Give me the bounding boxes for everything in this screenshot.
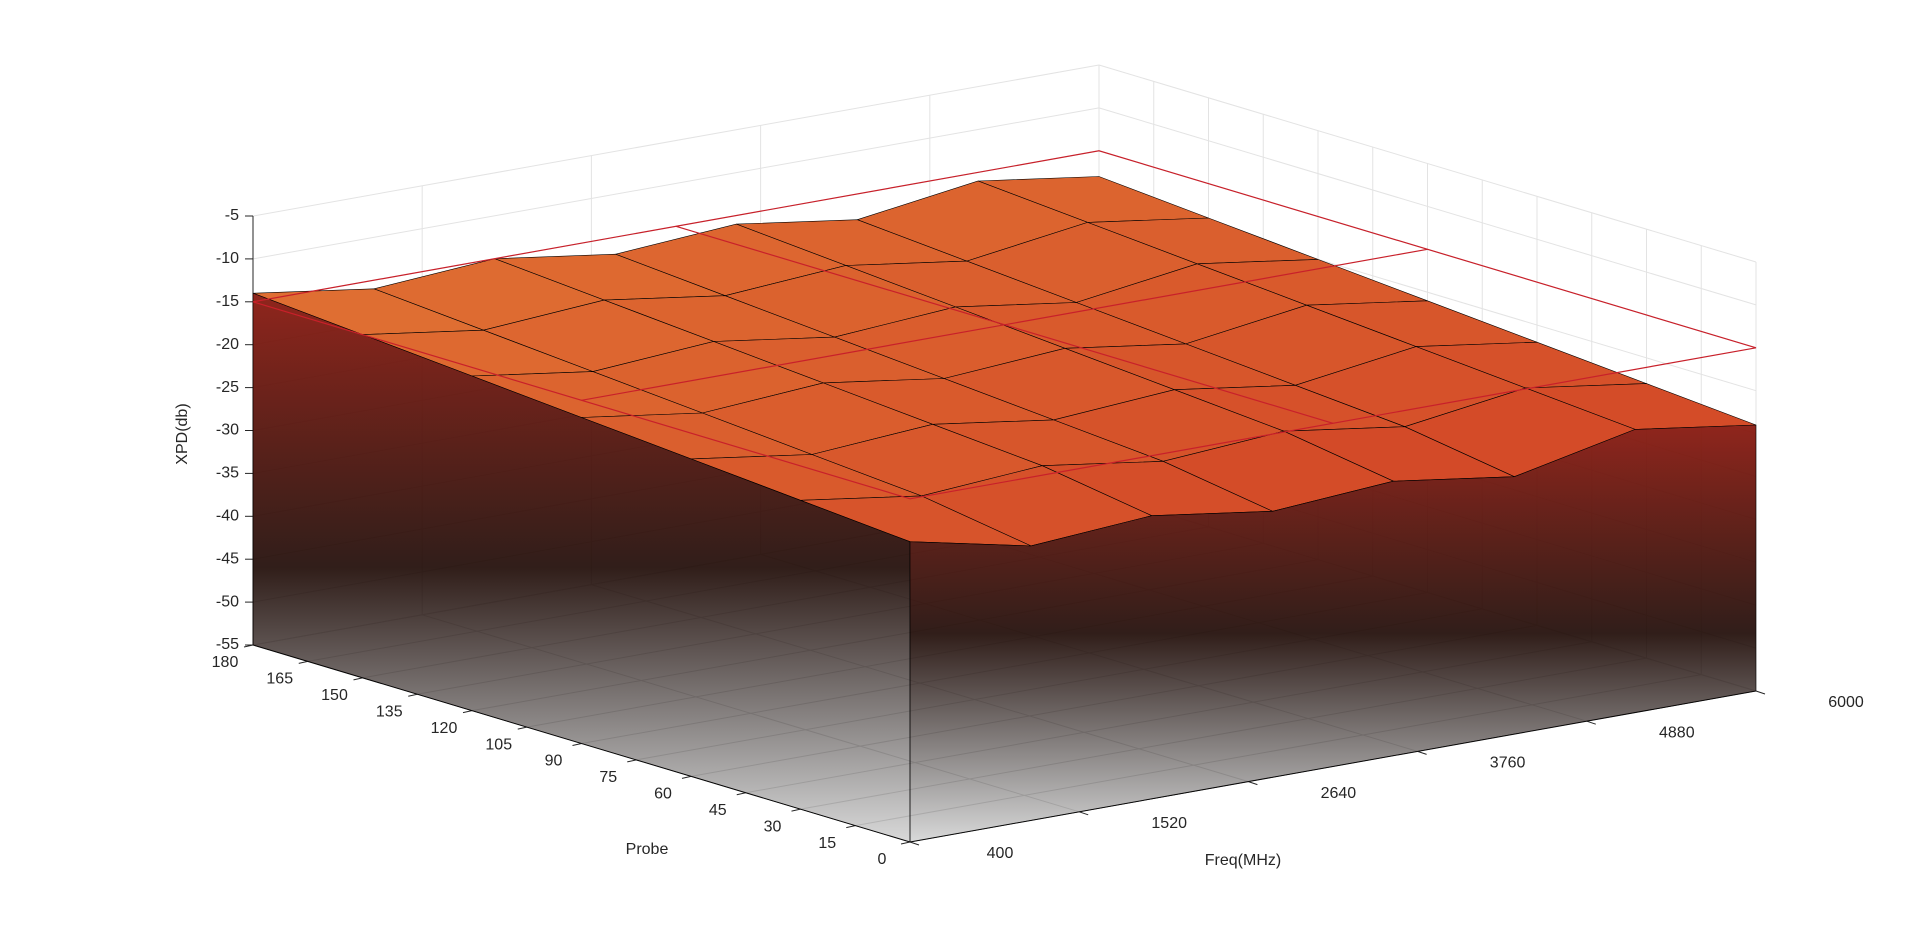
tick-mark [1417,750,1427,755]
tick-mark [408,693,418,697]
y-tick-label: 180 [212,654,239,671]
y-tick-label: 0 [878,851,887,868]
x-tick-label: 1520 [1151,815,1187,832]
tick-mark [1079,811,1089,816]
y-tick-label: 75 [599,769,617,786]
tick-mark [353,677,363,681]
z-tick-label: -30 [216,422,239,439]
z-tick-label: -5 [225,207,239,224]
z-tick-label: -25 [216,379,239,396]
y-tick-label: 60 [654,786,672,803]
surface-edge [252,292,911,843]
tick-mark [243,644,254,648]
x-tick-label: 3760 [1490,755,1526,772]
y-tick-label: 45 [709,802,727,819]
y-tick-label: 165 [266,671,293,688]
x-tick-label: 4880 [1659,724,1695,741]
tick-mark [627,759,637,763]
z-tick-label: -35 [216,465,239,482]
y-tick-label: 30 [764,818,782,835]
y-tick-label: 150 [321,687,348,704]
z-tick-label: -20 [216,336,239,353]
y-axis-label: Probe [626,841,669,858]
y-tick-label: 120 [431,720,458,737]
tick-mark [736,792,746,796]
tick-mark [681,775,692,779]
x-tick-label: 6000 [1828,694,1864,711]
y-tick-label: 15 [818,835,836,852]
z-tick-label: -45 [216,550,239,567]
tick-mark [900,841,911,845]
grid-line [1098,64,1757,263]
grid-line [1098,107,1757,306]
y-tick-label: 105 [485,736,512,753]
tick-mark [1248,781,1258,786]
grid-line [252,107,1100,260]
tick-mark [909,841,920,846]
grid-line [252,64,1100,217]
tick-mark [1586,720,1596,725]
tick-mark [462,710,473,714]
tick-mark [572,743,582,746]
tick-mark [517,726,527,730]
y-tick-label: 90 [545,753,563,770]
tick-mark [1755,690,1766,695]
slice-plane [252,150,1757,500]
x-tick-label: 2640 [1321,785,1357,802]
z-tick-label: -40 [216,508,239,525]
y-tick-label: 135 [376,703,403,720]
x-axis-label: Freq(MHz) [1205,852,1281,869]
tick-mark [846,825,856,829]
tick-mark [298,660,308,664]
surface-edge [909,424,1757,843]
z-tick-label: -55 [216,636,239,653]
x-tick-label: 400 [987,845,1014,862]
tick-mark [791,808,801,812]
z-tick-label: -15 [216,293,239,310]
z-tick-label: -50 [216,593,239,610]
slice-line [581,248,1428,401]
z-axis-label: XPD(db) [174,403,191,464]
z-tick-label: -10 [216,250,239,267]
